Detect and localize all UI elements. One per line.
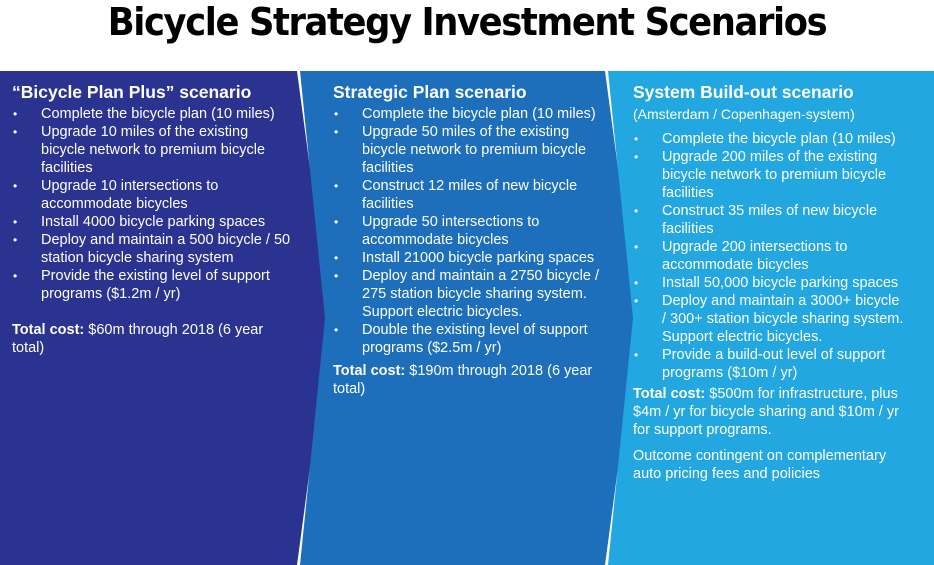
list-item: • Deploy and maintain a 3000+ bicycle / 3… — [634, 293, 904, 345]
scenario-panel-system-build-out: System Build-out scenario (Amsterdam / C… — [608, 71, 934, 565]
list-item: • Construct 35 miles of new bicycle facil… — [634, 203, 878, 237]
scenario-subheading: (Amsterdam / Copenhagen-system) — [633, 106, 855, 122]
bullet-icon: • — [13, 269, 18, 283]
bullet-icon: • — [13, 125, 18, 139]
list-item: • Install 4000 bicycle parking spaces — [13, 214, 266, 230]
total-cost-label: Total cost: — [633, 386, 706, 402]
bullet-icon: • — [634, 240, 639, 254]
total-cost: Total cost: $500m for infrastructure, pl… — [633, 385, 905, 439]
scenario-item-list: • Complete the bicycle plan (10 miles) • U… — [12, 105, 294, 303]
bullet-icon: • — [334, 269, 339, 283]
list-item: • Provide a build-out level of support pr… — [634, 347, 886, 381]
scenario-panel-bicycle-plan-plus: “Bicycle Plan Plus” scenario • Complete t… — [0, 71, 330, 565]
total-cost-text: $190m through 2018 (6 year total) — [333, 363, 593, 397]
total-cost-text: $500m for infrastructure, plus $4m / yr … — [633, 386, 899, 438]
scenario-heading: Strategic Plan scenario — [333, 82, 527, 102]
list-item: • Construct 12 miles of new bicycle facil… — [334, 178, 578, 212]
list-item: • Complete the bicycle plan (10 miles) — [634, 131, 896, 147]
list-item: • Upgrade 10 miles of the existing bicycl… — [13, 124, 266, 176]
list-item: • Upgrade 50 miles of the existing bicycl… — [334, 124, 587, 176]
list-item: • Upgrade 10 intersections to accommodate… — [13, 178, 219, 212]
bullet-icon: • — [13, 233, 18, 247]
bullet-icon: • — [334, 215, 339, 229]
bullet-icon: • — [634, 150, 639, 164]
list-item: • Double the existing level of support pr… — [334, 322, 588, 356]
bullet-icon: • — [334, 107, 339, 121]
total-cost-label: Total cost: — [12, 322, 85, 338]
page-title: Bicycle Strategy Investment Scenarios — [107, 0, 828, 44]
bullet-icon: • — [634, 294, 639, 308]
total-cost: Total cost: $190m through 2018 (6 year t… — [333, 362, 601, 398]
total-cost-label: Total cost: — [333, 363, 406, 379]
bullet-icon: • — [634, 132, 639, 146]
list-item: • Upgrade 50 intersections to accommodate… — [334, 214, 540, 248]
bullet-icon: • — [634, 204, 639, 218]
scenario-panel-strategic-plan: Strategic Plan scenario • Complete the bi… — [300, 71, 638, 565]
bullet-icon: • — [334, 179, 339, 193]
outcome-note: Outcome contingent on complementary auto… — [633, 448, 887, 482]
bullet-icon: • — [334, 323, 339, 337]
total-cost-text: $60m through 2018 (6 year total) — [12, 322, 264, 356]
list-item: • Install 50,000 bicycle parking spaces — [634, 275, 899, 291]
scenario-heading: System Build-out scenario — [633, 82, 854, 102]
list-item: • Deploy and maintain a 500 bicycle / 50 … — [13, 232, 291, 266]
scenario-heading: “Bicycle Plan Plus” scenario — [12, 82, 252, 102]
list-item: • Upgrade 200 miles of the existing bicyc… — [634, 149, 887, 201]
scenario-item-list: • Complete the bicycle plan (10 miles) • U… — [333, 105, 601, 357]
bullet-icon: • — [13, 215, 18, 229]
bullet-icon: • — [13, 179, 18, 193]
scenario-item-list: • Complete the bicycle plan (10 miles) • U… — [633, 130, 905, 382]
bullet-icon: • — [634, 276, 639, 290]
list-item: • Upgrade 200 intersections to accommodat… — [634, 239, 848, 273]
bullet-icon: • — [334, 125, 339, 139]
list-item: • Provide the existing level of support p… — [13, 268, 270, 302]
list-item: • Deploy and maintain a 2750 bicycle / 27… — [334, 268, 599, 320]
total-cost: Total cost: $60m through 2018 (6 year to… — [12, 321, 294, 357]
bullet-icon: • — [634, 348, 639, 362]
list-item: • Install 21000 bicycle parking spaces — [334, 250, 595, 266]
bullet-icon: • — [334, 251, 339, 265]
list-item: • Complete the bicycle plan (10 miles) — [13, 106, 275, 122]
bullet-icon: • — [13, 107, 18, 121]
list-item: • Complete the bicycle plan (10 miles) — [334, 106, 596, 122]
